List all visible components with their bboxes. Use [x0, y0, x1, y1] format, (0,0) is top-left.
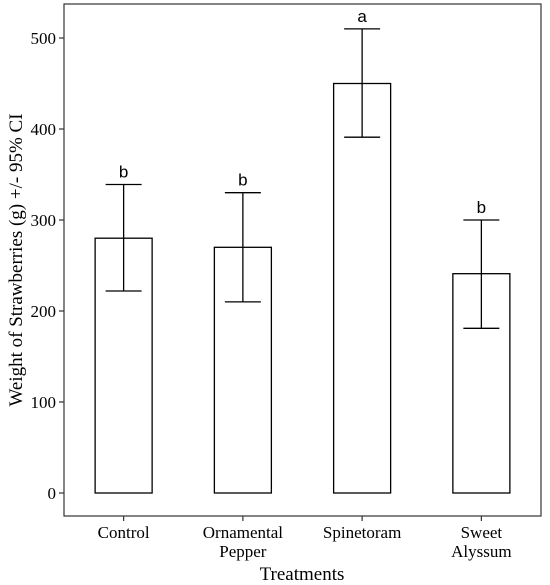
y-axis: 0 100 200 300 400 500 [31, 29, 64, 503]
y-tick-label: 0 [48, 484, 57, 503]
x-tick-label: Ornamental [203, 523, 284, 542]
y-tick-label: 300 [31, 211, 57, 230]
x-tick-label: Pepper [219, 542, 267, 561]
x-tick-label: Alyssum [451, 542, 511, 561]
x-tick-label: Control [98, 523, 150, 542]
y-tick-label: 100 [31, 393, 57, 412]
bar [332, 82, 392, 494]
significance-letter: b [119, 163, 128, 182]
y-tick-label: 500 [31, 29, 57, 48]
significance-letter: b [238, 171, 247, 190]
plot-panel [63, 3, 542, 517]
significance-letter: a [357, 7, 367, 26]
x-axis-label: Treatments [260, 564, 345, 585]
x-tick-label: Sweet [461, 523, 503, 542]
y-axis-label: Weight of Strawberries (g) +/- 95% CI [6, 113, 27, 406]
bars-group: b b a b [94, 7, 511, 494]
x-tick-label: Spinetoram [323, 523, 401, 542]
significance-letter: b [477, 198, 486, 217]
y-tick-label: 400 [31, 120, 57, 139]
y-tick-label: 200 [31, 302, 57, 321]
